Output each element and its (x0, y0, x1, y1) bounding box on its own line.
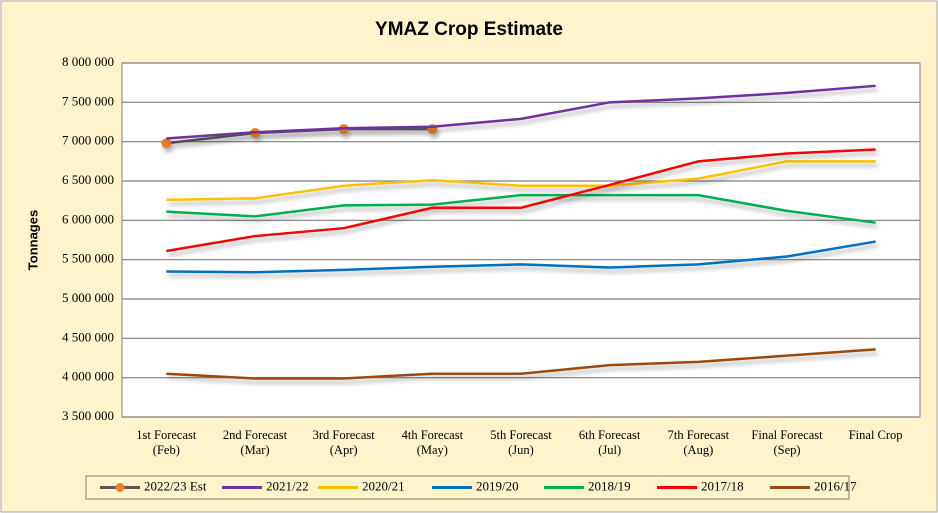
y-tick-label: 7 000 000 (62, 133, 114, 148)
line (166, 240, 876, 274)
x-tick-label: 5th Forecast (Jun) (490, 428, 552, 457)
y-axis-label: Tonnages (25, 210, 40, 270)
line (166, 148, 876, 253)
x-tick-label: 6th Forecast (Jul) (578, 428, 641, 457)
y-tick-label: 5 000 000 (62, 290, 114, 305)
y-tick-label: 6 000 000 (62, 211, 114, 226)
legend-box (85, 475, 850, 500)
legend-label: 2017/18 (701, 478, 744, 493)
legend-marker (115, 483, 125, 492)
legend-label: 2018/19 (588, 478, 631, 493)
y-tick-label: 6 500 000 (62, 172, 114, 187)
y-tick-label: 4 000 000 (62, 369, 114, 384)
y-tick-label: 3 500 000 (62, 408, 114, 423)
legend-label: 2021/22 (266, 478, 309, 493)
series (166, 160, 876, 202)
x-tick-label: 2nd Forecast (Mar) (222, 428, 288, 457)
y-tick-label: 8 000 000 (62, 54, 114, 69)
series (166, 84, 876, 140)
line (166, 84, 876, 140)
marker (161, 138, 172, 149)
x-tick-label: 7th Forecast (Aug) (667, 428, 730, 457)
chart-title: YMAZ Crop Estimate (375, 19, 563, 40)
line (166, 348, 876, 380)
series (166, 148, 876, 253)
series (166, 240, 876, 274)
legend-label: 2016/17 (814, 478, 857, 493)
legend-label: 2022/23 Est (144, 478, 207, 493)
y-tick-label: 5 500 000 (62, 251, 114, 266)
x-tick-label: 3rd Forecast (Apr) (312, 428, 375, 457)
x-tick-label: Final Forecast (Sep) (751, 428, 823, 457)
y-tick-label: 4 500 000 (62, 329, 114, 344)
plot-area (121, 62, 921, 418)
x-tick-label: 4th Forecast (May) (401, 428, 464, 457)
x-tick-label: 1st Forecast (Feb) (136, 428, 197, 457)
series (166, 193, 876, 224)
y-tick-label: 7 500 000 (62, 93, 114, 108)
series (166, 348, 876, 380)
x-tick-label: Final Crop (848, 428, 903, 442)
line (166, 193, 876, 224)
legend-label: 2020/21 (362, 478, 405, 493)
legend-label: 2019/20 (476, 478, 519, 493)
line (166, 160, 876, 202)
